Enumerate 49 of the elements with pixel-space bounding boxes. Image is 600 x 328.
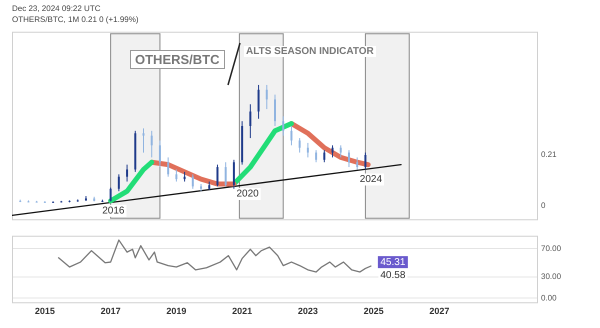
candlestick	[340, 144, 342, 158]
text: OTHERS/BTC, 1M 0.21 0 (+1.99%)	[12, 15, 138, 24]
x-tick-label: 2019	[166, 306, 186, 316]
candlestick	[282, 116, 284, 136]
text: Dec 23, 2024 09:22 UTC	[12, 4, 100, 13]
candlestick	[224, 162, 227, 187]
candlestick	[249, 104, 252, 139]
candlestick	[175, 168, 178, 182]
candlestick	[266, 84, 268, 110]
candlestick	[348, 150, 350, 168]
x-tick-label: 2021	[232, 306, 252, 316]
candlestick	[192, 174, 194, 190]
text: ALTS SEASON INDICATOR	[244, 46, 376, 57]
candlestick	[258, 84, 260, 120]
data-label: 45.31	[380, 256, 406, 268]
candlestick	[323, 150, 326, 163]
annotation: 2016	[102, 206, 125, 217]
candlestick	[232, 159, 235, 190]
y-tick-label: 0.21	[541, 150, 558, 160]
x-tick-label: 2015	[34, 306, 55, 316]
candlestick	[364, 152, 366, 170]
candlestick	[216, 164, 218, 187]
y-tick-label: 70.00	[541, 244, 562, 253]
x-tick-label: 2023	[298, 306, 318, 316]
y-tick-label: 0.00	[541, 293, 558, 302]
candlestick	[126, 164, 128, 182]
annotation: 2024	[360, 174, 382, 186]
candlestick	[306, 142, 309, 158]
candlestick	[332, 144, 334, 158]
x-tick-label: 2025	[364, 306, 384, 316]
text: OTHERS/BTC	[130, 50, 224, 69]
candlestick	[118, 174, 120, 192]
candlestick	[356, 156, 358, 170]
x-tick-label: 2017	[100, 306, 121, 316]
candlestick	[298, 138, 301, 154]
candlestick	[184, 171, 186, 182]
candlestick	[142, 128, 144, 154]
annotation: 40.58	[380, 270, 406, 282]
candlestick	[110, 187, 112, 202]
candlestick	[274, 94, 276, 126]
candlestick	[167, 156, 170, 178]
y-tick-label: 30.00	[541, 272, 562, 282]
y-tick-label: 0	[541, 200, 546, 210]
annotation: 2020	[236, 188, 260, 200]
x-tick-label: 2027	[429, 306, 450, 316]
candlestick	[150, 130, 153, 158]
candlestick	[315, 150, 318, 163]
candlestick	[158, 140, 161, 168]
candlestick	[290, 126, 292, 146]
